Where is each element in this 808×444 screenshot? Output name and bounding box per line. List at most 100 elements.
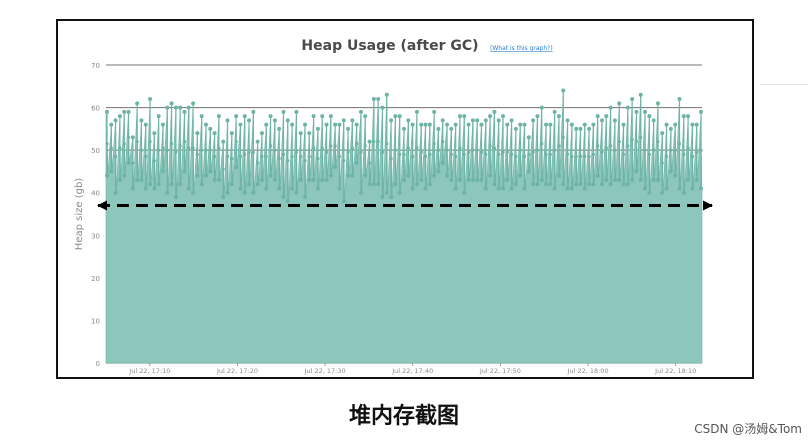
heap-point: [152, 159, 156, 163]
heap-point: [195, 152, 199, 156]
heap-point: [384, 190, 389, 195]
heap-point: [488, 173, 493, 178]
heap-point: [191, 146, 195, 150]
heap-point: [647, 114, 652, 119]
heap-point: [117, 177, 122, 182]
heap-point: [462, 152, 466, 156]
heap-point: [376, 97, 381, 102]
heap-points: [105, 88, 703, 204]
heap-point: [479, 177, 484, 182]
heap-point: [195, 131, 200, 136]
heap-point: [367, 139, 372, 144]
heap-point: [281, 152, 286, 156]
heap-point: [677, 97, 682, 102]
heap-point: [471, 148, 475, 152]
heap-point: [483, 186, 488, 191]
heap-point: [513, 126, 518, 131]
heap-point: [432, 173, 437, 178]
heap-point: [548, 152, 552, 156]
heap-point: [596, 144, 600, 148]
x-tick-label: Jul 22, 17:10: [128, 367, 170, 375]
heap-point: [346, 126, 351, 131]
heap-point: [411, 154, 415, 159]
heap-point: [522, 154, 527, 159]
heap-point: [655, 177, 660, 182]
heap-point: [213, 154, 217, 159]
heap-point: [677, 186, 682, 191]
heap-point: [436, 169, 441, 174]
heap-point: [191, 101, 196, 106]
heap-point: [553, 148, 557, 152]
heap-point: [385, 142, 389, 146]
heap-point: [578, 154, 583, 159]
heap-point: [668, 126, 673, 131]
heap-point: [204, 148, 208, 152]
heap-point: [470, 177, 475, 182]
heap-point: [626, 144, 630, 148]
heap-point: [303, 122, 307, 127]
heap-point: [643, 148, 647, 152]
heap-point: [225, 118, 230, 123]
heap-point: [277, 126, 282, 131]
heap-point: [113, 118, 118, 123]
y-tick-label: 20: [91, 275, 100, 283]
heap-point: [457, 114, 462, 119]
heap-point: [617, 101, 622, 106]
heap-point: [470, 118, 475, 123]
heap-point: [496, 118, 501, 123]
heap-point: [540, 142, 544, 146]
heap-point: [320, 146, 324, 150]
heap-point: [686, 177, 691, 182]
heap-point: [118, 146, 122, 150]
heap-point: [358, 190, 363, 195]
heap-point: [673, 148, 677, 152]
heap-point: [505, 150, 509, 154]
heap-point: [669, 148, 673, 152]
heap-point: [341, 199, 346, 204]
heap-point: [160, 169, 165, 174]
heap-point: [660, 131, 665, 136]
heap-point: [359, 150, 363, 154]
heap-point: [492, 182, 497, 187]
heap-point: [376, 182, 381, 187]
heap-point: [131, 161, 135, 165]
x-tick-label: Jul 22, 17:50: [479, 367, 521, 375]
heap-point: [337, 122, 342, 127]
heap-point: [591, 152, 595, 156]
heap-point: [294, 109, 299, 114]
heap-point: [122, 109, 127, 114]
heap-point: [303, 159, 307, 163]
heap-point: [690, 122, 695, 127]
heap-point: [187, 146, 191, 150]
heap-point: [281, 194, 286, 199]
heap-point: [208, 126, 213, 131]
heap-point: [259, 177, 264, 182]
y-tick-label: 10: [91, 317, 100, 325]
heap-point: [621, 122, 626, 127]
heap-point: [363, 114, 368, 119]
heap-point: [247, 150, 251, 154]
heap-point: [173, 105, 178, 110]
heap-point: [315, 126, 320, 131]
figure-caption: 堆内存截图: [348, 404, 459, 429]
heap-point: [242, 190, 247, 195]
heap-point: [350, 173, 355, 178]
heap-point: [397, 114, 402, 119]
heap-point: [157, 148, 161, 152]
heap-point: [583, 154, 587, 159]
heap-point: [522, 122, 527, 127]
heap-point: [169, 182, 174, 187]
heap-point: [294, 190, 299, 195]
heap-point: [462, 190, 467, 195]
what-is-this-graph-link[interactable]: (What is this graph?): [490, 45, 553, 52]
heap-point: [126, 109, 131, 114]
heap-point: [690, 186, 695, 191]
heap-point: [699, 186, 703, 191]
heap-point: [513, 182, 518, 187]
heap-point: [148, 97, 153, 102]
heap-point: [272, 118, 277, 123]
x-tick-label: Jul 22, 17:20: [216, 367, 258, 375]
heap-point: [238, 186, 243, 191]
heap-point: [694, 177, 699, 182]
heap-point: [397, 190, 402, 195]
